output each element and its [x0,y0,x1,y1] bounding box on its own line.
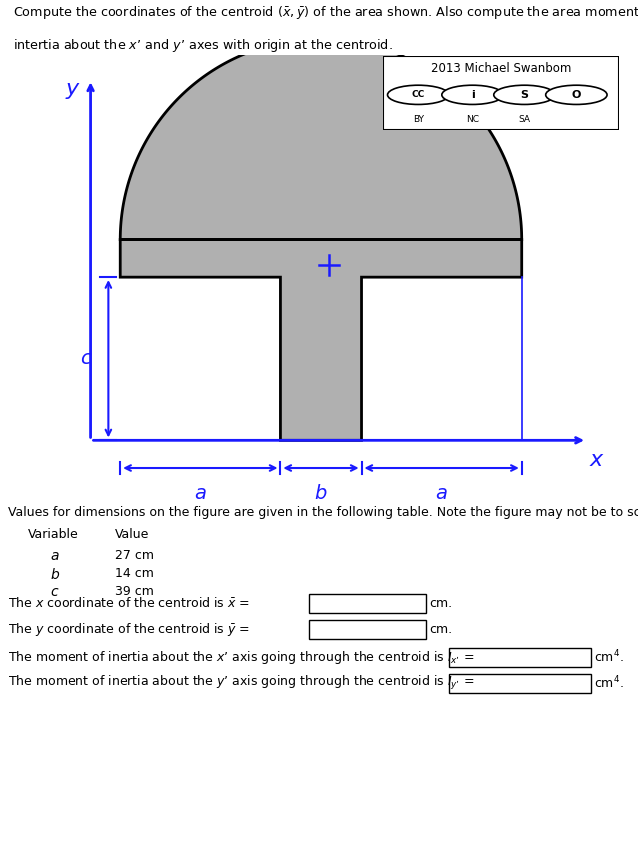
Text: NC: NC [466,115,479,124]
Text: SA: SA [519,115,530,124]
Text: $\mathit{a}$: $\mathit{a}$ [50,549,59,563]
Text: 2013 Michael Swanbom: 2013 Michael Swanbom [431,62,571,75]
Text: 39 cm: 39 cm [115,585,154,598]
Text: $\mathit{c}$: $\mathit{c}$ [50,585,59,600]
Text: The moment of inertia about the $y$’ axis going through the centroid is $I_{y’}$: The moment of inertia about the $y$’ axi… [8,674,474,692]
Text: Value: Value [115,528,149,542]
Text: $\mathit{b}$: $\mathit{b}$ [50,568,60,582]
Text: BY: BY [413,115,424,124]
Text: cm.: cm. [429,597,452,610]
Text: $c$: $c$ [80,349,93,368]
Text: Compute the coordinates of the centroid $(\bar{x}, \bar{y})$ of the area shown. : Compute the coordinates of the centroid … [13,4,638,21]
Text: cm$^4$.: cm$^4$. [594,674,624,691]
Text: O: O [572,90,581,100]
Circle shape [387,85,449,104]
Text: The $y$ coordinate of the centroid is $\bar{y}$ =: The $y$ coordinate of the centroid is $\… [8,621,250,637]
Text: The moment of inertia about the $x$’ axis going through the centroid is $I_{x’}$: The moment of inertia about the $x$’ axi… [8,648,474,666]
Text: S: S [521,90,528,100]
FancyBboxPatch shape [309,620,426,638]
Text: 14 cm: 14 cm [115,568,154,580]
Text: cm$^4$.: cm$^4$. [594,649,624,665]
FancyBboxPatch shape [449,648,591,667]
Text: $b$: $b$ [315,484,328,503]
Polygon shape [120,39,522,441]
FancyBboxPatch shape [449,674,591,693]
Text: $y$: $y$ [65,82,81,102]
Text: Variable: Variable [28,528,78,542]
Circle shape [545,85,607,104]
Circle shape [494,85,555,104]
Text: $x$: $x$ [589,450,605,470]
Text: Values for dimensions on the figure are given in the following table. Note the f: Values for dimensions on the figure are … [8,506,638,520]
FancyBboxPatch shape [309,594,426,613]
Text: $a$: $a$ [194,484,207,503]
Text: The $x$ coordinate of the centroid is $\bar{x}$ =: The $x$ coordinate of the centroid is $\… [8,596,250,611]
Text: CC: CC [412,90,425,99]
FancyBboxPatch shape [383,56,619,130]
Text: $a$: $a$ [435,484,448,503]
Circle shape [441,85,503,104]
Text: cm.: cm. [429,622,452,636]
Text: i: i [471,90,475,100]
Text: intertia about the $x$’ and $y$’ axes with origin at the centroid.: intertia about the $x$’ and $y$’ axes wi… [13,37,392,54]
Text: 27 cm: 27 cm [115,549,154,563]
